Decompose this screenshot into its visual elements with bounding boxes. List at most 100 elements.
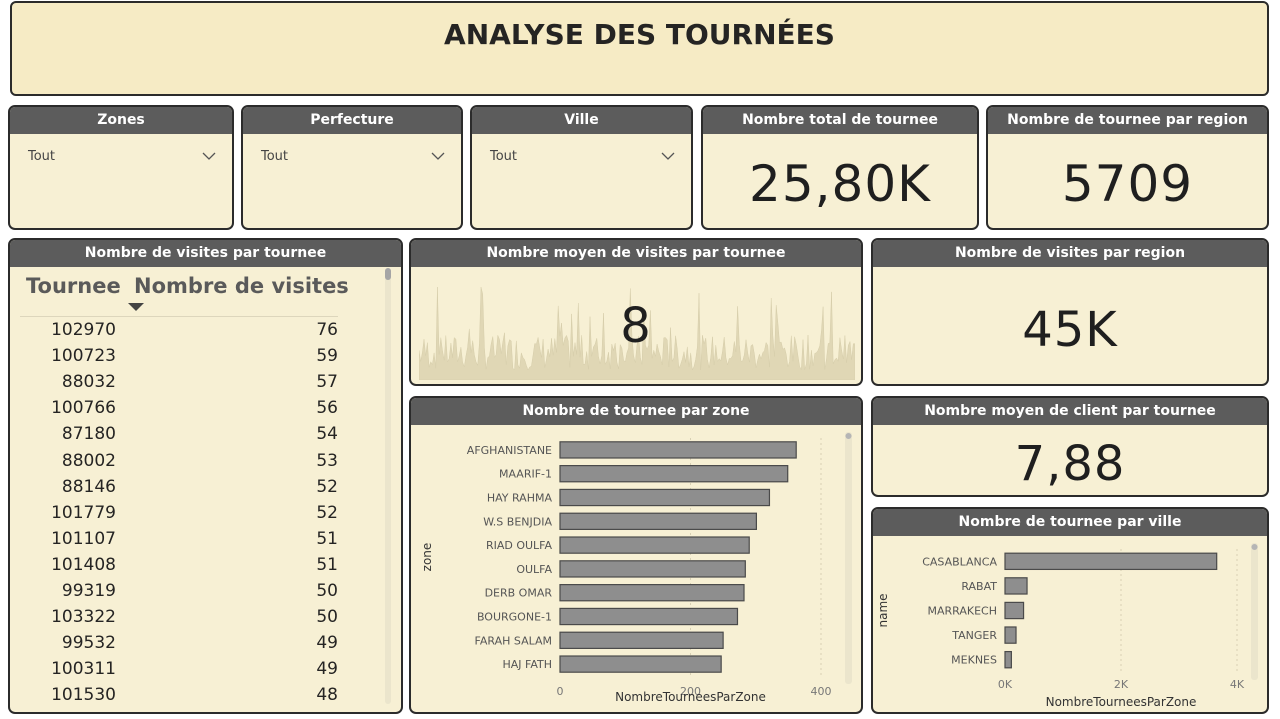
card-visites-region-title: Nombre de visites par region [873, 240, 1267, 267]
table-row[interactable]: 99319 50 [20, 581, 338, 607]
category-label: W.S BENJDIA [483, 515, 552, 528]
cell-tournee: 99319 [61, 581, 116, 601]
table-row[interactable]: 102970 76 [20, 320, 338, 346]
chart-ville-title: Nombre de tournee par ville [873, 509, 1267, 536]
bar[interactable] [559, 512, 758, 530]
card-avg-clients-value: 7,88 [1014, 436, 1126, 492]
visits-sparkline [419, 286, 855, 380]
slicer-perfecture-title: Perfecture [243, 107, 461, 134]
cell-tournee: 100766 [51, 398, 116, 419]
category-label: RABAT [961, 580, 997, 593]
bar[interactable] [1004, 552, 1218, 571]
slicer-ville[interactable]: Ville Tout [470, 105, 693, 230]
table-row[interactable]: 88146 52 [20, 477, 338, 503]
table-title: Nombre de visites par tournee [10, 240, 401, 267]
cell-tournee: 102970 [51, 320, 116, 340]
slicer-zones-title: Zones [10, 107, 232, 134]
category-label: BOURGONE-1 [477, 611, 552, 624]
table-row[interactable]: 103322 50 [20, 607, 338, 633]
card-avg-clients-title: Nombre moyen de client par tournee [873, 398, 1267, 425]
chevron-down-icon[interactable] [202, 152, 216, 161]
cell-nombre-visites: 50 [316, 581, 338, 601]
sparkline-area [419, 286, 855, 380]
x-tick-label: 2K [1114, 678, 1129, 691]
category-label: CASABLANCA [922, 555, 997, 568]
card-visites-region: Nombre de visites par region 45K [871, 238, 1269, 386]
table-row[interactable]: 88032 57 [20, 372, 338, 398]
bar[interactable] [559, 536, 750, 554]
table-row[interactable]: 100311 49 [20, 659, 338, 685]
bar[interactable] [559, 488, 771, 507]
chart-scrollbar-thumb[interactable] [1251, 544, 1258, 550]
cell-nombre-visites: 48 [316, 685, 338, 706]
category-label: MAARIF-1 [499, 468, 552, 481]
category-label: AFGHANISTANE [467, 444, 552, 457]
bar[interactable] [1004, 626, 1017, 644]
category-label: TANGER [951, 629, 997, 642]
column-header-nombre-visites[interactable]: Nombre de visites [134, 274, 349, 298]
sort-descending-icon[interactable] [128, 303, 144, 312]
chart-tournee-par-zone: Nombre de tournee par zone 0 200 400 AFGHAN… [409, 396, 863, 714]
cell-tournee: 87180 [61, 424, 116, 445]
cell-nombre-visites: 53 [316, 450, 338, 471]
table-row[interactable]: 100723 59 [20, 346, 338, 372]
zones-dropdown-value: Tout [28, 148, 56, 164]
cell-nombre-visites: 57 [316, 372, 338, 393]
perfecture-dropdown[interactable]: Tout [259, 143, 445, 169]
table-scrollbar-thumb[interactable] [385, 268, 391, 280]
ville-dropdown[interactable]: Tout [488, 143, 675, 169]
chevron-down-icon[interactable] [661, 152, 675, 161]
slicer-zones[interactable]: Zones Tout [8, 105, 234, 230]
card-visites-region-value: 45K [1022, 302, 1118, 358]
table-row[interactable]: 101408 51 [20, 555, 338, 581]
bar[interactable] [559, 584, 745, 602]
column-header-tournee[interactable]: Tournee [26, 274, 121, 298]
card-total-tournee-value: 25,80K [749, 155, 931, 213]
table-row[interactable]: 88002 53 [20, 451, 338, 477]
cell-nombre-visites: 49 [316, 659, 338, 680]
table-row[interactable]: 101107 51 [20, 529, 338, 555]
cell-tournee: 101779 [51, 502, 116, 523]
card-tournee-region: Nombre de tournee par region 5709 [986, 105, 1269, 230]
cell-nombre-visites: 51 [316, 528, 338, 549]
bar[interactable] [1004, 601, 1025, 620]
chevron-down-icon[interactable] [431, 152, 445, 161]
table-row[interactable]: 87180 54 [20, 424, 338, 450]
cell-tournee: 101530 [51, 685, 116, 706]
bar[interactable] [559, 465, 789, 483]
cell-tournee: 99532 [61, 633, 116, 654]
chart-scrollbar[interactable] [1251, 543, 1258, 680]
category-label: HAY RAHMA [487, 492, 553, 505]
table-scrollbar[interactable] [385, 268, 391, 704]
page-title: ANALYSE DES TOURNÉES [444, 18, 835, 51]
table-row[interactable]: 100766 56 [20, 398, 338, 424]
slicer-perfecture[interactable]: Perfecture Tout [241, 105, 463, 230]
cell-tournee: 88032 [61, 372, 116, 393]
category-label: MARRAKECH [928, 605, 998, 618]
bar[interactable] [559, 631, 724, 649]
bar[interactable] [1004, 650, 1012, 669]
table-row[interactable]: 99532 49 [20, 633, 338, 659]
table-header-divider [20, 316, 338, 317]
ville-dropdown-value: Tout [490, 148, 518, 164]
card-avg-clients: Nombre moyen de client par tournee 7,88 [871, 396, 1269, 497]
bar[interactable] [559, 560, 746, 578]
table-row[interactable]: 101530 48 [20, 685, 338, 711]
perfecture-dropdown-value: Tout [261, 148, 289, 164]
chart-scrollbar[interactable] [845, 432, 852, 684]
cell-tournee: 101408 [51, 554, 116, 575]
cell-tournee: 100311 [51, 659, 116, 680]
cell-nombre-visites: 76 [316, 320, 338, 340]
bar[interactable] [1004, 577, 1028, 595]
zones-dropdown[interactable]: Tout [26, 143, 216, 169]
chart-scrollbar-thumb[interactable] [845, 433, 852, 439]
table-row[interactable]: 101779 52 [20, 503, 338, 529]
table-header: Tournee Nombre de visites [26, 274, 349, 298]
bar[interactable] [559, 655, 722, 673]
title-banner: ANALYSE DES TOURNÉES [10, 1, 1269, 96]
bar[interactable] [559, 607, 739, 626]
card-tournee-region-value: 5709 [1061, 155, 1194, 213]
bar[interactable] [559, 441, 797, 459]
category-label: DERB OMAR [485, 587, 553, 600]
cell-nombre-visites: 50 [316, 607, 338, 628]
